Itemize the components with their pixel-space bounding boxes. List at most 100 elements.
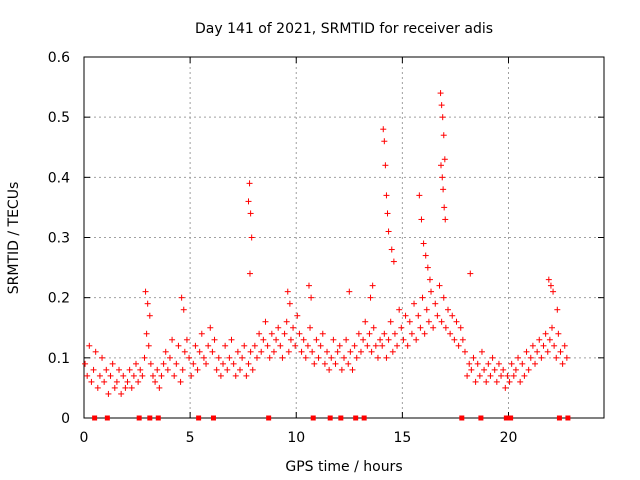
data-point [440,186,447,193]
data-point [423,306,430,313]
data-point [379,342,386,349]
data-point [544,348,551,355]
data-point [186,354,193,361]
data-point [554,306,561,313]
data-point [519,360,526,367]
data-point [527,354,534,361]
data-point [321,360,328,367]
data-point [508,360,515,367]
y-tick-label: 0 [61,411,70,427]
data-point [294,312,301,319]
data-point [515,354,522,361]
data-point [137,366,144,373]
data-point [385,228,392,235]
data-point [222,342,229,349]
x-tick-label: 0 [80,430,89,446]
data-point [217,372,224,379]
data-point [559,360,566,367]
data-point [258,348,265,355]
data-point [232,372,239,379]
data-point [547,282,554,289]
axis-ticks [83,56,604,419]
data-point [317,342,324,349]
y-tick-label: 0.1 [48,351,70,367]
data-point [273,336,280,343]
data-point [387,318,394,325]
data-point [328,354,335,361]
data-point [183,336,190,343]
data-point [461,348,468,355]
data-point [474,360,481,367]
data-point [428,288,435,295]
data-point [506,378,513,385]
data-point [561,342,568,349]
data-point [512,366,519,373]
data-point [439,174,446,181]
data-point [147,360,154,367]
data-point [434,312,441,319]
data-point [398,324,405,331]
data-point [421,330,428,337]
data-point [88,378,95,385]
data-point [241,342,248,349]
data-point [211,336,218,343]
data-point [441,204,448,211]
data-point [550,288,557,295]
data-point [487,372,494,379]
data-point [246,180,253,187]
data-point [495,360,502,367]
data-point [498,372,505,379]
data-point [468,366,475,373]
data-point [485,360,492,367]
data-point [417,324,424,331]
data-point [341,354,347,361]
data-point [425,318,432,325]
data-point [347,348,354,355]
data-point [213,366,220,373]
data-point [96,372,103,379]
x-tick-label: 10 [287,430,305,446]
y-axis-title: SRMTID / TECUs [6,182,22,295]
data-point [101,378,108,385]
data-point [313,336,320,343]
data-point [542,330,549,337]
gap-marker [147,415,153,421]
data-point [196,348,203,355]
data-point [178,294,185,301]
data-point [90,366,97,373]
data-point [422,252,429,259]
data-point [239,354,246,361]
data-point [504,372,511,379]
data-point [143,330,150,337]
data-point [374,354,381,361]
y-tick-label: 0.2 [48,291,70,307]
data-point [390,258,397,265]
data-point [122,384,129,391]
data-point [256,330,263,337]
data-point [107,372,114,379]
data-point [381,330,388,337]
data-point [175,342,182,349]
data-point [116,366,123,373]
data-point [478,348,485,355]
data-point [467,270,474,277]
data-point [209,348,216,355]
gap-marker [310,415,316,421]
data-point [141,354,148,361]
data-point [298,348,305,355]
data-point [128,384,135,391]
x-tick-label: 5 [186,430,195,446]
data-point [162,348,169,355]
data-point [346,288,353,295]
data-point [491,366,498,373]
data-point [345,360,352,367]
data-point [205,342,212,349]
data-point [247,348,254,355]
data-point [246,270,253,277]
data-point [563,354,570,361]
data-point [532,360,539,367]
data-point [109,360,116,367]
data-point [126,366,133,373]
data-point [319,330,326,337]
data-point [413,336,420,343]
